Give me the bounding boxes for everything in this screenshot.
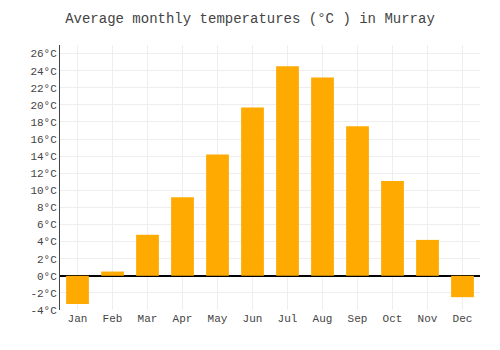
svg-text:14°C: 14°C	[30, 151, 57, 163]
svg-text:18°C: 18°C	[30, 117, 57, 129]
svg-text:2°C: 2°C	[37, 254, 57, 266]
svg-text:Aug: Aug	[313, 313, 333, 325]
svg-text:26°C: 26°C	[30, 48, 57, 60]
svg-text:10°C: 10°C	[30, 185, 57, 197]
svg-text:Oct: Oct	[383, 313, 403, 325]
svg-text:6°C: 6°C	[37, 219, 57, 231]
svg-text:4°C: 4°C	[37, 236, 57, 248]
svg-text:Feb: Feb	[103, 313, 123, 325]
svg-text:Jan: Jan	[68, 313, 88, 325]
svg-text:Jul: Jul	[278, 313, 298, 325]
svg-text:8°C: 8°C	[37, 202, 57, 214]
svg-text:0°C: 0°C	[37, 271, 57, 283]
svg-text:Apr: Apr	[173, 313, 193, 325]
svg-text:-2°C: -2°C	[30, 288, 57, 300]
svg-text:-4°C: -4°C	[30, 305, 57, 317]
svg-text:Sep: Sep	[348, 313, 368, 325]
svg-text:Nov: Nov	[418, 313, 438, 325]
svg-text:12°C: 12°C	[30, 168, 57, 180]
svg-text:24°C: 24°C	[30, 66, 57, 78]
svg-text:22°C: 22°C	[30, 83, 57, 95]
svg-text:Average monthly temperatures (: Average monthly temperatures (°C ) in Mu…	[65, 11, 435, 27]
svg-text:Mar: Mar	[138, 313, 158, 325]
svg-text:May: May	[208, 313, 228, 325]
svg-text:20°C: 20°C	[30, 100, 57, 112]
svg-text:16°C: 16°C	[30, 134, 57, 146]
svg-text:Jun: Jun	[243, 313, 263, 325]
svg-text:Dec: Dec	[453, 313, 473, 325]
